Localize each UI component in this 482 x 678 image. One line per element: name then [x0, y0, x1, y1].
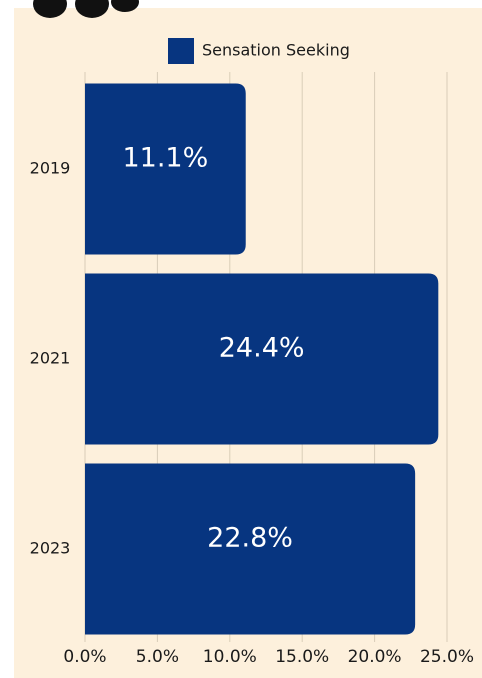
x-tick-label: 20.0% — [348, 647, 402, 667]
value-label: 11.1% — [122, 143, 208, 174]
x-tick-label: 0.0% — [63, 647, 106, 667]
y-tick-label: 2023 — [30, 539, 71, 558]
x-tick-label: 10.0% — [203, 647, 257, 667]
chart: 0.0% 5.0% 10.0% 15.0% 20.0% 25.0% Sensation Se… — [0, 0, 482, 678]
x-tick-label: 25.0% — [420, 647, 474, 667]
x-tick-label: 15.0% — [275, 647, 329, 667]
y-tick-label: 2021 — [30, 349, 71, 368]
value-label: 24.4% — [219, 333, 305, 364]
y-tick-label: 2019 — [30, 159, 71, 178]
legend-label: Sensation Seeking — [202, 41, 350, 60]
legend-swatch — [168, 38, 194, 64]
x-tick-label: 5.0% — [136, 647, 179, 667]
value-label: 22.8% — [207, 523, 293, 554]
